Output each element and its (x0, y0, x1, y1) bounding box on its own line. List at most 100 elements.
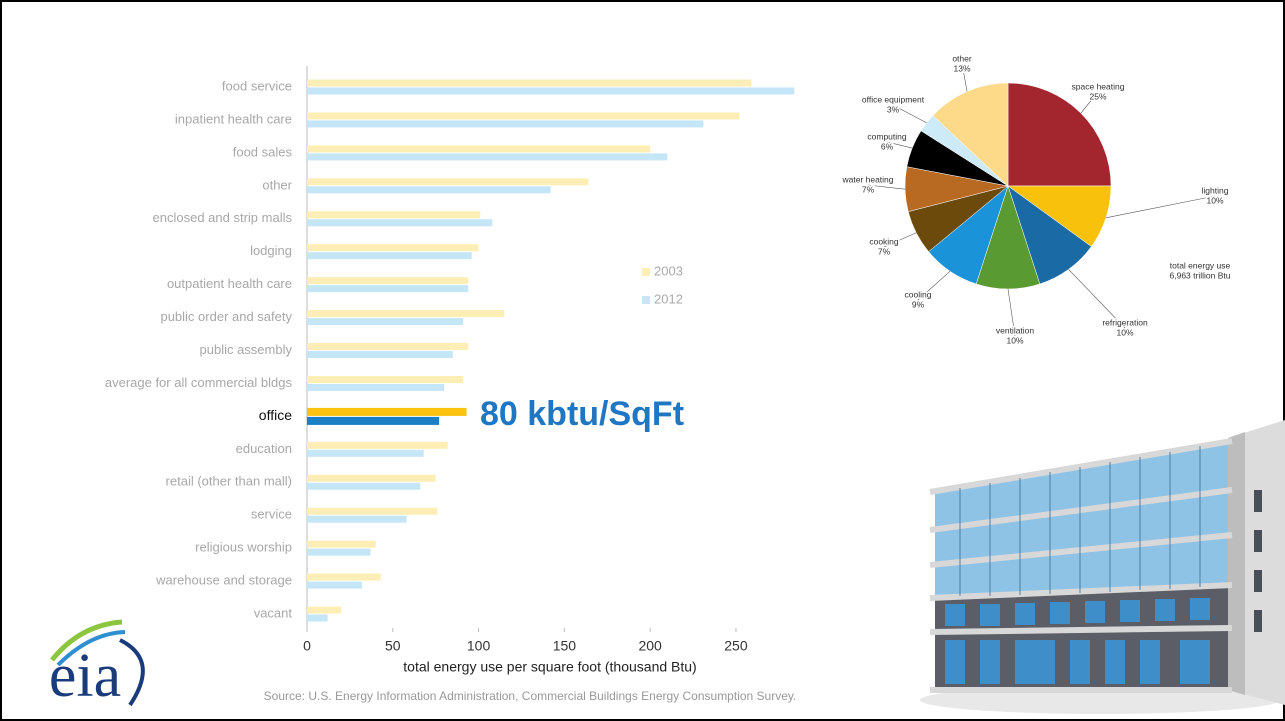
legend-swatch (642, 296, 650, 304)
annotation: 80 kbtu/SqFt (480, 395, 684, 433)
leader-line (1007, 288, 1016, 337)
bar (307, 343, 469, 351)
bar (307, 211, 481, 219)
pie-note: 6,963 trillion Btu (1170, 270, 1231, 280)
category-label: other (262, 177, 292, 192)
bar (307, 112, 740, 120)
slice-label: cooling (905, 289, 932, 299)
slice-label: refrigeration (1102, 317, 1148, 327)
leader-line (1068, 269, 1126, 329)
bar (307, 178, 589, 186)
slice-value: 7% (878, 246, 891, 256)
slice-label: ventilation (996, 325, 1035, 335)
category-label: education (236, 441, 292, 456)
leader-line (1105, 195, 1216, 219)
slice-value: 10% (1116, 327, 1133, 337)
category-label: lodging (250, 243, 292, 258)
slice-value: 13% (953, 63, 970, 73)
leader-line (892, 104, 927, 124)
legend-label: 2012 (654, 291, 683, 306)
slice-label: other (952, 53, 972, 63)
bar (307, 285, 469, 293)
category-label: enclosed and strip malls (153, 210, 293, 225)
logo-swoosh (50, 619, 145, 707)
bar (307, 186, 551, 194)
category-label: public assembly (200, 342, 293, 357)
bar (307, 515, 407, 523)
building-illustration (920, 420, 1285, 714)
bar (307, 120, 704, 128)
category-label: vacant (254, 605, 293, 620)
slice-label: cooking (869, 236, 899, 246)
x-tick-label: 100 (467, 638, 491, 654)
category-label: average for all commercial bldgs (105, 375, 293, 390)
category-label: religious worship (195, 540, 292, 555)
slice-label: water heating (841, 174, 893, 184)
x-tick-label: 250 (724, 638, 748, 654)
bar (307, 383, 445, 391)
bar (307, 244, 479, 252)
leader-line (1080, 91, 1099, 114)
bar (307, 482, 421, 490)
slice-value: 7% (862, 184, 875, 194)
bar (307, 219, 493, 227)
legend-swatch (642, 268, 650, 276)
category-label: inpatient health care (175, 111, 292, 126)
category-label: retail (other than mall) (166, 474, 292, 489)
bar (307, 318, 464, 326)
pie-note: total energy use (1170, 260, 1231, 270)
leader-line (917, 270, 951, 301)
bar (307, 573, 381, 581)
category-label: service (251, 507, 292, 522)
bar (307, 79, 752, 87)
slice-label: computing (867, 131, 906, 141)
logo: eia (49, 642, 121, 710)
bar (307, 416, 440, 425)
bar (307, 407, 467, 416)
slice-label: lighting (1202, 185, 1229, 195)
slice-value: 25% (1089, 91, 1106, 101)
source-note: Source: U.S. Energy Information Administ… (264, 689, 797, 703)
category-label: food sales (233, 144, 293, 159)
leader-line (867, 184, 906, 190)
bar (307, 252, 472, 260)
leader-line (886, 141, 913, 149)
slice-value: 10% (1006, 335, 1023, 345)
bar (307, 614, 328, 622)
bar (307, 87, 795, 95)
x-tick-label: 150 (553, 638, 577, 654)
bar (307, 507, 438, 515)
bar (307, 375, 464, 383)
slice-value: 3% (887, 104, 900, 114)
leader-line (961, 63, 968, 92)
leader-line (883, 232, 917, 248)
bar (307, 441, 448, 449)
bar (307, 351, 453, 359)
category-label: warehouse and storage (155, 573, 292, 588)
slice-label: office equipment (862, 94, 925, 104)
bar (307, 449, 424, 457)
bar (307, 548, 371, 556)
bar (307, 540, 376, 548)
slice-value: 10% (1206, 195, 1223, 205)
x-tick-label: 0 (303, 638, 311, 654)
category-label: office (259, 407, 292, 423)
slice-value: 9% (912, 299, 925, 309)
category-label: food service (222, 78, 292, 93)
bar (307, 310, 505, 318)
x-axis-label: total energy use per square foot (thousa… (403, 659, 696, 675)
bar (307, 581, 362, 589)
x-tick-label: 50 (385, 638, 401, 654)
x-tick-label: 200 (638, 638, 662, 654)
legend-label: 2003 (654, 263, 683, 278)
bar (307, 474, 436, 482)
bar (307, 145, 651, 153)
slice-label: space heating (1072, 81, 1125, 91)
slice-value: 6% (881, 141, 894, 151)
pie-slice (932, 82, 1009, 187)
bar (307, 153, 668, 161)
bar (307, 277, 469, 285)
bar (307, 606, 342, 614)
